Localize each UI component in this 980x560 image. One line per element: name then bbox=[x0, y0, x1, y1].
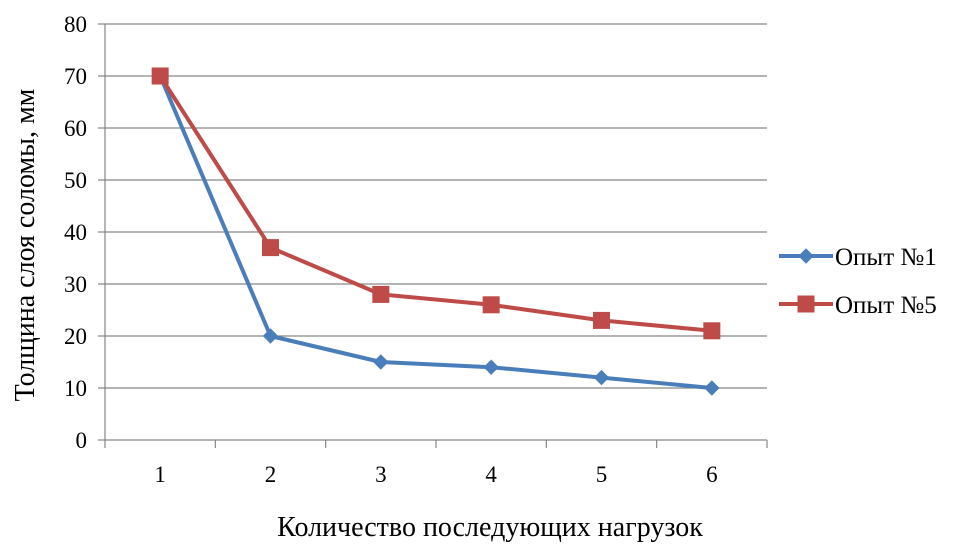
data-point bbox=[373, 354, 389, 370]
legend-label: Опыт №1 bbox=[835, 244, 937, 271]
y-tick-label: 0 bbox=[76, 428, 88, 453]
y-tick-label: 20 bbox=[64, 324, 87, 349]
x-tick-label: 2 bbox=[265, 462, 277, 487]
legend: Опыт №1 Опыт №5 bbox=[779, 244, 937, 319]
data-point bbox=[372, 285, 390, 303]
y-tick-label: 60 bbox=[64, 116, 87, 141]
data-point bbox=[593, 311, 610, 329]
series-line bbox=[158, 74, 714, 390]
x-tick-label: 6 bbox=[706, 462, 718, 487]
data-point bbox=[593, 369, 610, 386]
y-tick-label: 70 bbox=[64, 64, 87, 89]
x-tick-label: 4 bbox=[485, 462, 497, 487]
legend-marker bbox=[798, 248, 814, 264]
data-point bbox=[151, 67, 169, 85]
data-point bbox=[704, 380, 720, 396]
series-line bbox=[158, 74, 714, 333]
legend-item: Опыт №5 bbox=[779, 292, 937, 319]
gridlines bbox=[105, 23, 767, 389]
y-tick-label: 50 bbox=[64, 168, 87, 193]
x-tick-label: 1 bbox=[154, 462, 166, 487]
series-area bbox=[151, 67, 721, 396]
y-tick-label: 40 bbox=[64, 220, 87, 245]
data-point bbox=[262, 328, 279, 344]
x-axis-title: Количество последующих нагрузок bbox=[277, 512, 703, 543]
x-tick-label: 5 bbox=[596, 462, 608, 487]
data-point bbox=[703, 322, 721, 340]
y-tick-label: 80 bbox=[64, 12, 87, 37]
series-1 bbox=[152, 68, 720, 396]
y-axis-title: Толщина слоя соломы, мм bbox=[10, 88, 41, 401]
y-tick-label: 10 bbox=[64, 376, 87, 401]
axes: 0 10 20 30 40 50 60 70 80 1 2 3 4 5 6 bbox=[64, 12, 768, 487]
legend-label: Опыт №5 bbox=[835, 292, 937, 319]
y-tick-label: 30 bbox=[64, 272, 87, 297]
data-point bbox=[262, 239, 279, 257]
data-point bbox=[483, 359, 499, 375]
legend-item: Опыт №1 bbox=[779, 244, 937, 271]
data-point bbox=[482, 296, 500, 314]
series-2 bbox=[151, 67, 721, 340]
x-tick-label: 3 bbox=[375, 462, 387, 487]
legend-marker bbox=[797, 295, 815, 313]
